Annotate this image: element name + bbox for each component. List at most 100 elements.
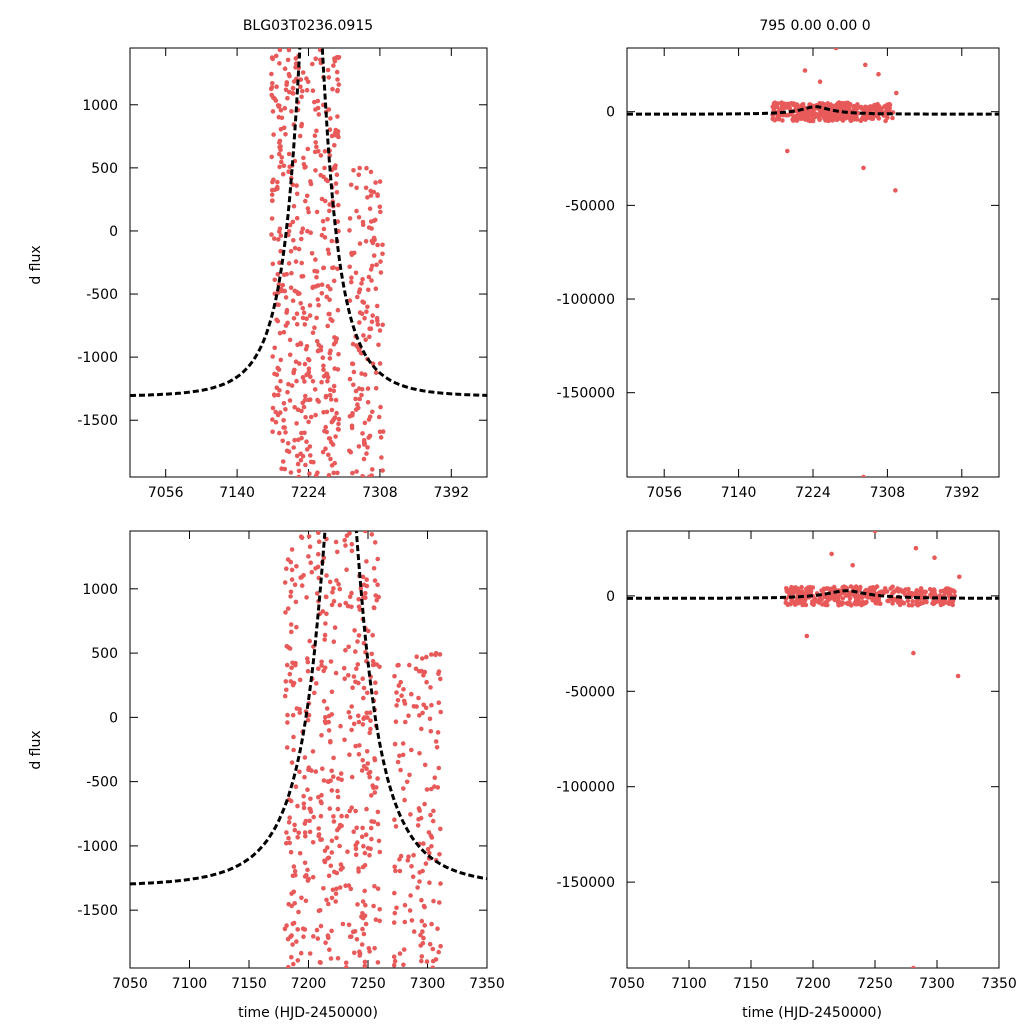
data-point [329,788,335,793]
data-point [399,693,404,698]
data-point [286,169,291,174]
data-point [370,633,376,638]
data-point [294,311,300,317]
data-point [847,115,852,121]
data-point [326,473,332,477]
data-point [364,165,369,171]
data-point [332,335,337,340]
data-point [353,396,358,402]
data-point [335,88,340,94]
data-point [435,785,441,790]
data-point [330,418,336,424]
data-point [329,602,335,608]
data-point [320,766,325,771]
data-point [302,755,308,760]
data-point [353,743,359,749]
data-point [307,313,313,318]
data-point [424,654,429,660]
data-point [276,392,281,398]
data-point [349,250,354,256]
data-point [409,864,414,869]
p2-plot-area [627,48,999,477]
outlier-point [894,90,899,96]
data-point [288,622,294,627]
data-point [354,208,359,214]
data-point [356,172,362,178]
data-point [288,470,294,475]
data-point [327,202,333,207]
data-point [799,584,804,590]
data-point [789,597,795,603]
data-point [427,880,432,885]
data-point [329,768,335,774]
data-point [283,430,288,435]
data-point [820,101,825,106]
data-point [277,151,282,157]
data-point [275,272,281,277]
data-point [363,921,369,927]
data-point [311,814,317,820]
data-point [338,723,343,729]
data-point [321,363,326,369]
data-point [429,844,434,849]
data-point [360,474,365,477]
data-point [279,155,285,160]
data-point [794,118,800,123]
data-point [291,961,296,967]
data-point [299,535,305,540]
p1-ytick-label: -1000 [77,350,118,366]
data-point [361,595,366,600]
data-point [413,666,419,672]
data-point [370,240,376,246]
data-point [330,887,336,893]
data-point [321,226,327,232]
data-point [289,954,294,960]
data-point [372,578,378,583]
data-point [840,585,845,590]
data-point [305,867,310,873]
data-point [367,326,372,332]
data-point [347,531,352,536]
data-point [859,595,865,600]
data-point [307,544,313,549]
p1-plot-area [130,48,487,477]
data-point [303,818,309,824]
data-point [303,415,308,420]
data-point [331,586,336,591]
data-point [289,270,294,276]
data-point [301,310,307,316]
data-point [318,960,323,965]
data-point [345,849,350,854]
data-point [331,383,337,389]
data-point [347,228,352,233]
data-point [288,249,294,254]
data-point [373,180,378,185]
data-point [396,683,402,688]
data-point [271,132,276,137]
data-point [319,659,324,665]
data-point [290,298,296,304]
data-point [300,274,306,279]
data-point [319,733,324,738]
data-point [365,761,371,766]
data-point [308,806,313,812]
data-point [335,367,341,372]
data-point [372,945,377,951]
data-point [371,253,377,258]
data-point [282,580,288,585]
p3-xtick-label: 7250 [350,976,386,992]
data-point [354,937,360,942]
data-point [817,117,822,122]
data-point [407,908,413,913]
data-point [277,140,282,145]
data-point [821,586,827,592]
data-point [402,919,408,925]
data-point [272,187,278,193]
data-point [278,144,283,149]
data-point [315,470,320,476]
p3-xtick-label: 7050 [112,976,148,992]
data-point [324,706,330,711]
data-point [355,639,360,644]
data-point [349,425,355,431]
data-point [376,838,382,844]
